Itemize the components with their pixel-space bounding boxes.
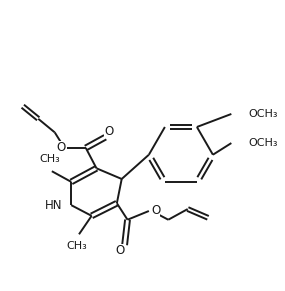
Text: O: O (105, 125, 114, 138)
Text: CH₃: CH₃ (40, 155, 60, 164)
Text: HN: HN (45, 199, 62, 212)
Text: O: O (115, 244, 124, 257)
Text: OCH₃: OCH₃ (249, 109, 278, 119)
Text: O: O (151, 205, 160, 217)
Text: O: O (56, 141, 65, 155)
Text: OCH₃: OCH₃ (249, 138, 278, 148)
Text: CH₃: CH₃ (67, 241, 87, 251)
